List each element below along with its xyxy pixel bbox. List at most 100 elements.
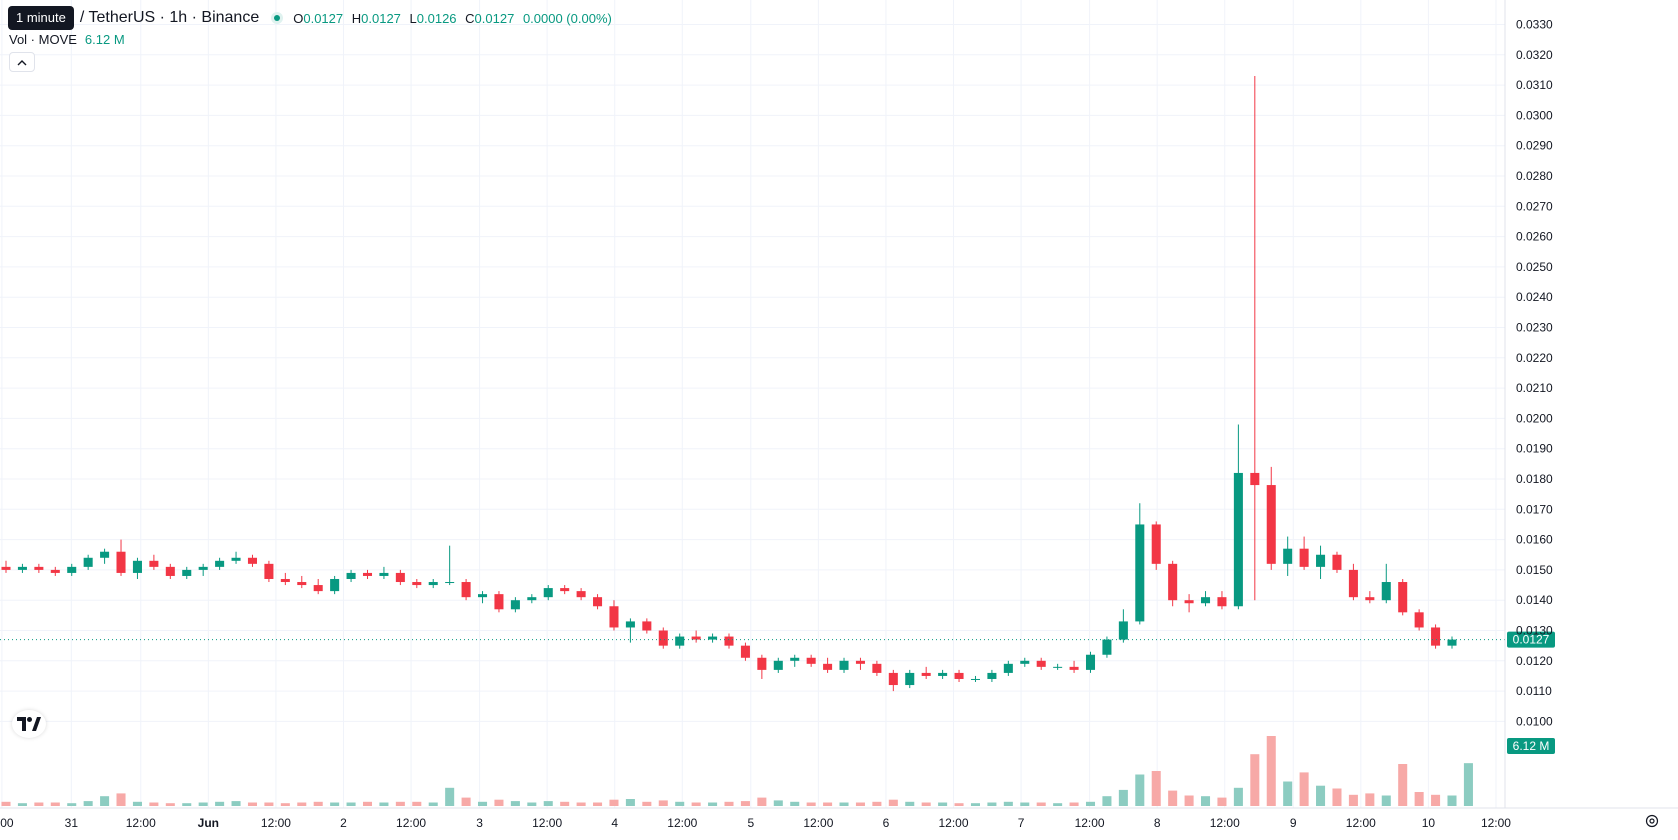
current-volume-badge: [1507, 738, 1555, 754]
price-tick-label: 0.0100: [1516, 714, 1553, 728]
volume-bar: [658, 800, 668, 806]
collapse-legend-button[interactable]: [9, 52, 35, 72]
candle-body: [987, 672, 997, 679]
time-tick-label: Jun: [198, 816, 219, 830]
time-tick-label: 12:00: [667, 816, 697, 830]
volume-bar: [691, 802, 701, 806]
high-value: 0.0127: [361, 10, 401, 26]
volume-bar: [1381, 795, 1391, 806]
volume-bar: [198, 802, 208, 806]
candle-body: [83, 557, 93, 567]
candle-body: [313, 585, 323, 592]
candle-body: [379, 572, 389, 576]
open-label: O: [293, 10, 304, 26]
time-axis[interactable]: 2:00 31 12:00 Jun 12:00 2 12:00 3 12:00 4 12:00 5 12…: [0, 807, 1678, 830]
volume-bar: [1266, 736, 1276, 806]
time-tick-label: 8: [1154, 816, 1161, 830]
close-label: C: [465, 10, 475, 26]
volume-bar: [872, 801, 882, 806]
low-value: 0.0126: [416, 10, 457, 26]
candle-body: [625, 621, 635, 628]
volume-bar: [461, 797, 471, 806]
grid: [0, 0, 1505, 808]
price-tick-label: 0.0230: [1516, 321, 1553, 335]
volume-bar: [1283, 781, 1293, 806]
price-tick-label: 0.0150: [1516, 563, 1553, 577]
volume-bar: [1118, 789, 1128, 806]
volume-bar: [905, 801, 915, 806]
volume-bar: [1299, 772, 1309, 806]
volume-bar: [67, 803, 77, 806]
volume-bar: [855, 802, 865, 806]
candle-body: [1168, 563, 1178, 601]
volume-bar: [642, 801, 652, 806]
candle-body: [806, 657, 816, 664]
volume-bar: [1414, 792, 1424, 806]
volume-bar: [954, 803, 964, 806]
close-value: 0.0127: [474, 10, 515, 26]
market-status-icon[interactable]: [271, 12, 284, 24]
candle-body: [757, 657, 767, 670]
volume-bars: [1, 736, 1473, 806]
price-axis[interactable]: 0.0100 0.0110 0.0120 0.0130 0.0140 0.0150 0.01…: [1504, 0, 1553, 808]
candle-body: [247, 557, 257, 564]
time-tick-label: 3: [476, 816, 483, 830]
time-tick-label: 4: [611, 816, 618, 830]
volume-bar: [1069, 802, 1079, 806]
volume-bar: [938, 802, 948, 806]
volume-bar: [790, 801, 800, 806]
open-value: 0.0127: [303, 10, 344, 26]
volume-bar: [987, 802, 997, 806]
price-tick-label: 0.0190: [1516, 442, 1553, 456]
candle-body: [691, 636, 701, 640]
candle-body: [1053, 666, 1063, 668]
volume-bar: [132, 801, 142, 806]
volume-bar: [1085, 801, 1096, 806]
volume-bar: [149, 802, 159, 806]
price-tick-label: 0.0110: [1516, 684, 1552, 698]
volume-bar: [34, 802, 44, 806]
volume-bar: [1184, 795, 1194, 806]
price-tick-label: 0.0280: [1516, 169, 1553, 183]
volume-bar: [231, 801, 241, 806]
candle-body: [593, 597, 603, 607]
volume-bar: [806, 802, 816, 806]
candle-body: [1233, 472, 1243, 607]
candle-body: [1217, 597, 1227, 607]
symbol-title[interactable]: / TetherUS · 1h · Binance: [79, 9, 260, 26]
candle-body: [790, 657, 800, 661]
candle-body: [543, 588, 553, 598]
candle-body: [428, 582, 438, 586]
gear-icon[interactable]: [1644, 813, 1660, 829]
volume-bar: [888, 799, 898, 806]
volume-bar: [724, 801, 734, 806]
candle-body: [708, 636, 718, 640]
candle-body: [1348, 569, 1358, 598]
time-tick-label: 10: [1422, 816, 1436, 830]
volume-bar: [83, 801, 93, 806]
candle-body: [1431, 627, 1441, 646]
volume-bar: [1316, 785, 1326, 806]
time-tick-label: 12:00: [396, 816, 426, 830]
current-price-line: 0.0127 6.12 M: [0, 631, 1555, 754]
volume-bar: [1332, 788, 1342, 806]
candle-body: [1135, 524, 1145, 622]
volume-bar: [1003, 801, 1013, 806]
candle-body: [675, 636, 685, 646]
time-tick-label: 9: [1290, 816, 1297, 830]
candle-body: [346, 572, 356, 579]
volume-bar: [494, 799, 504, 806]
candle-body: [1036, 660, 1046, 667]
tradingview-logo-icon[interactable]: [12, 710, 46, 738]
change-value: 0.0000 (0.00%): [522, 10, 612, 26]
time-tick-label: 12:00: [1481, 816, 1511, 830]
volume-bar: [313, 801, 323, 806]
candle-body: [855, 660, 865, 664]
candle-body: [905, 672, 915, 686]
volume-bar: [1168, 790, 1178, 806]
candle-body: [1085, 654, 1096, 670]
time-tick-label: 12:00: [1075, 816, 1105, 830]
price-tick-label: 0.0170: [1516, 502, 1553, 516]
